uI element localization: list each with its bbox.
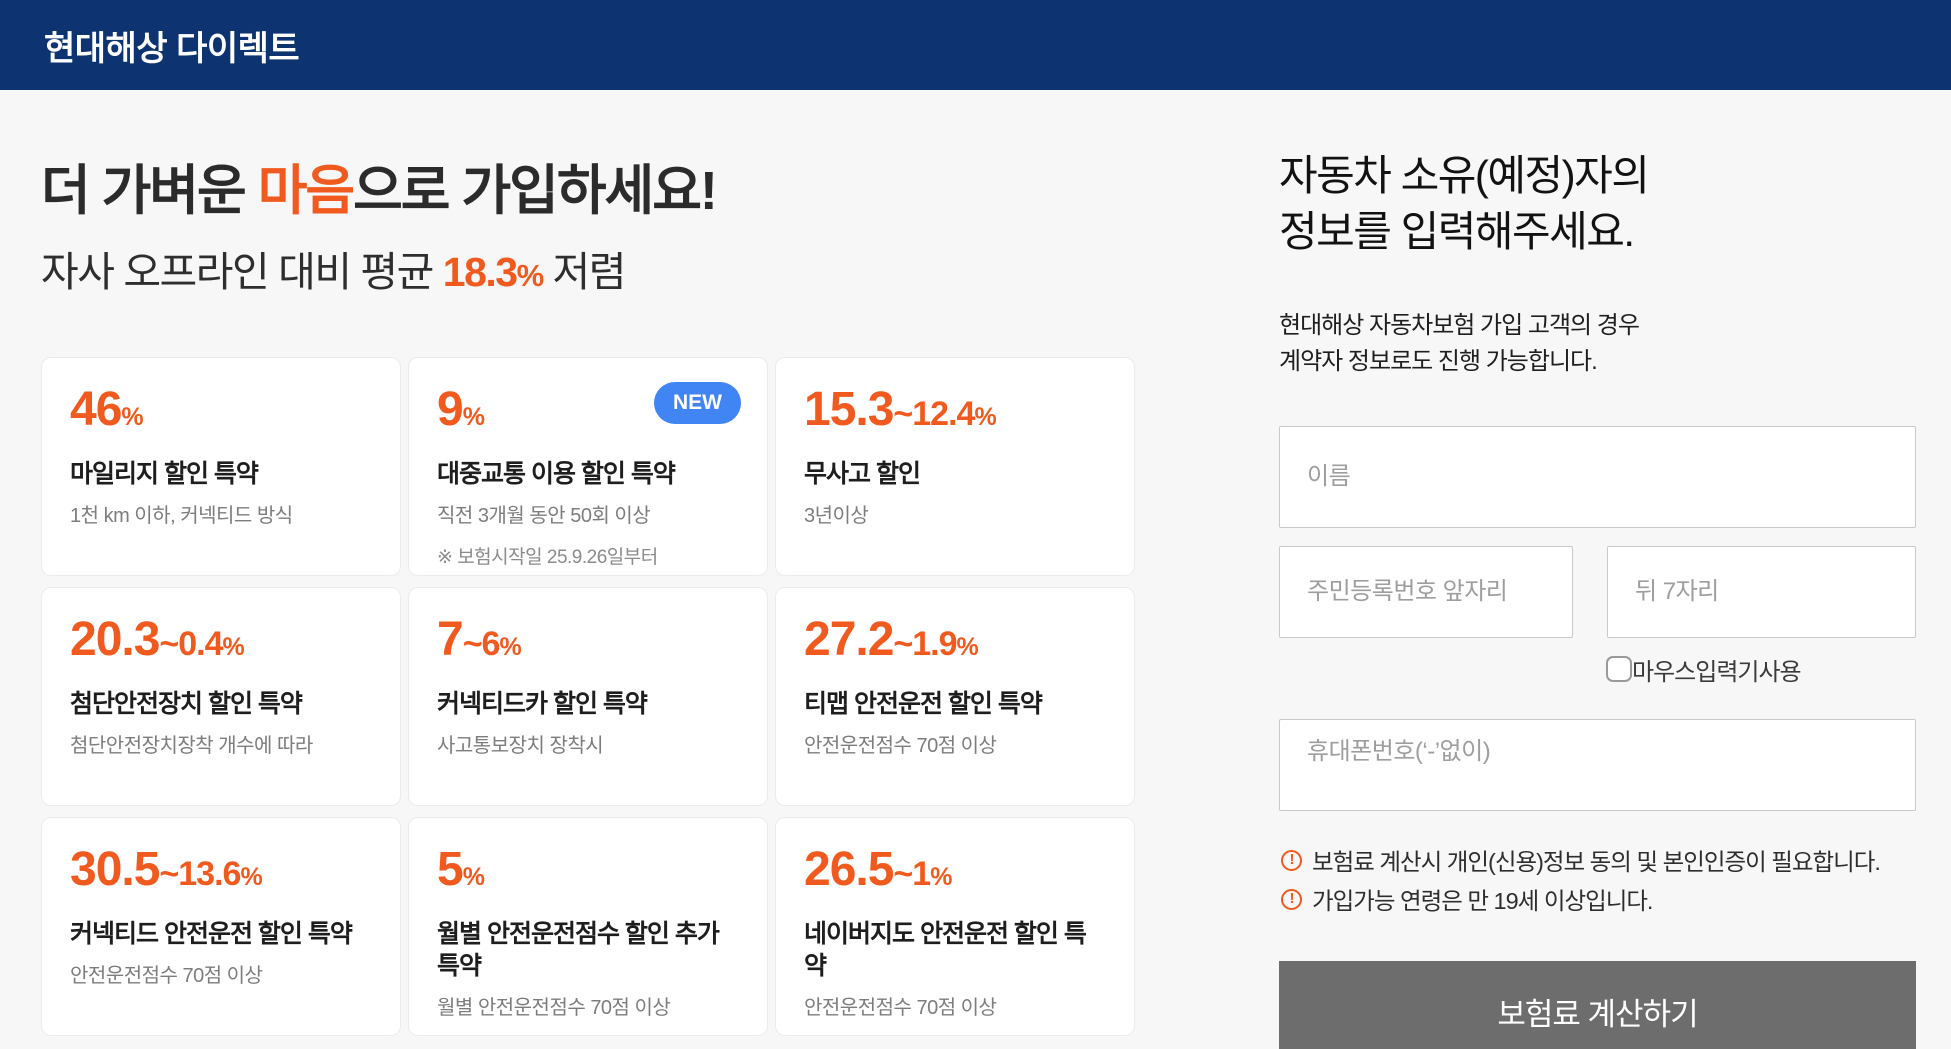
- notice-text: 보험료 계산시 개인(신용)정보 동의 및 본인인증이 필요합니다.: [1312, 848, 1881, 875]
- mouse-input-label: 마우스입력기사용: [1632, 658, 1802, 686]
- name-input[interactable]: [1279, 425, 1916, 528]
- discount-title: 마일리지 할인 특약: [70, 460, 259, 489]
- discount-desc: 안전운전점수 70점 이상: [804, 997, 997, 1020]
- discount-rate: 5%: [437, 844, 739, 896]
- calculate-premium-button[interactable]: 보험료 계산하기: [1279, 960, 1916, 1049]
- hero-title-highlight: 마음: [257, 161, 355, 221]
- discount-desc: 월별 안전운전점수 70점 이상: [437, 997, 671, 1020]
- notice-text: 가입가능 연령은 만 19세 이상입니다.: [1312, 887, 1653, 914]
- percent-sign: %: [462, 403, 485, 432]
- phone-input[interactable]: [1279, 718, 1916, 811]
- percent-sign: %: [222, 633, 245, 662]
- percent-sign: %: [499, 633, 521, 662]
- form-subtitle-line2: 계약자 정보로도 진행 가능합니다.: [1279, 347, 1598, 375]
- form-title: 자동차 소유(예정)자의 정보를 입력해주세요.: [1279, 148, 1916, 260]
- discount-card: 9% NEW 대중교통 이용 할인 특약 직전 3개월 동안 50회 이상 ※ 보험시작…: [408, 357, 768, 577]
- discount-rate-number: 30.5: [70, 843, 160, 897]
- discount-rate: 9%: [437, 384, 739, 436]
- discount-title: 첨단안전장치 할인 특약: [70, 690, 303, 719]
- discount-rate-range: ~1: [893, 855, 931, 894]
- discount-rate-number: 9: [437, 383, 464, 437]
- discount-rate-number: 26.5: [804, 843, 894, 897]
- percent-sign: %: [974, 403, 996, 432]
- discount-title: 커넥티드카 할인 특약: [437, 690, 648, 719]
- form-subtitle: 현대해상 자동차보험 가입 고객의 경우 계약자 정보로도 진행 가능합니다.: [1279, 308, 1916, 380]
- discount-desc: 안전운전점수 70점 이상: [70, 965, 263, 988]
- hero-subtitle-pre: 자사 오프라인 대비 평균: [41, 249, 443, 296]
- hero-subtitle: 자사 오프라인 대비 평균 18.3% 저렴: [41, 246, 1141, 299]
- discount-desc: 사고통보장치 장착시: [437, 735, 604, 758]
- discount-rate: 27.2~1.9%: [804, 614, 1106, 666]
- notice-item: 보험료 계산시 개인(신용)정보 동의 및 본인인증이 필요합니다.: [1279, 847, 1916, 878]
- discount-rate-number: 20.3: [70, 613, 160, 667]
- discount-rate: 20.3~0.4%: [70, 614, 372, 666]
- discount-rate-number: 46: [70, 383, 122, 437]
- discount-desc: 1천 km 이하, 커넥티드 방식: [70, 505, 293, 528]
- mouse-input-checkbox[interactable]: [1606, 656, 1632, 683]
- exclamation-icon: [1281, 888, 1302, 910]
- promo-section: 더 가벼운 마음으로 가입하세요! 자사 오프라인 대비 평균 18.3% 저렴…: [41, 90, 1141, 1037]
- exclamation-icon: [1281, 849, 1302, 871]
- discount-rate-number: 7: [437, 613, 464, 667]
- percent-sign: %: [956, 633, 979, 662]
- discount-rate-range: ~6: [462, 625, 501, 664]
- discount-rate: 46%: [70, 384, 372, 436]
- rrn-front-input[interactable]: [1279, 545, 1573, 638]
- discount-title: 티맵 안전운전 할인 특약: [804, 690, 1043, 719]
- discount-rate-number: 27.2: [804, 613, 894, 667]
- rrn-row: [1279, 545, 1916, 638]
- discount-rate: 30.5~13.6%: [70, 844, 372, 896]
- discount-desc: 첨단안전장치장착 개수에 따라: [70, 735, 313, 758]
- hero-title-pre: 더 가벼운: [41, 161, 258, 221]
- discount-rate-number: 5: [437, 843, 464, 897]
- discount-rate: 26.5~1%: [804, 844, 1106, 896]
- discount-title: 무사고 할인: [804, 460, 921, 489]
- discount-rate-range: ~12.4: [893, 395, 975, 434]
- discount-desc: 직전 3개월 동안 50회 이상: [437, 505, 651, 528]
- form-title-line2: 정보를 입력해주세요.: [1279, 207, 1635, 255]
- discount-rate-range: ~0.4: [159, 625, 223, 664]
- discount-title: 월별 안전운전점수 할인 추가 특약: [437, 920, 720, 981]
- form-title-line1: 자동차 소유(예정)자의: [1279, 152, 1650, 199]
- hero-subtitle-percent: %: [516, 258, 545, 294]
- new-badge: NEW: [654, 382, 741, 425]
- discount-title: 네이버지도 안전운전 할인 특약: [804, 920, 1087, 981]
- discount-rate-range: ~1.9: [893, 625, 957, 664]
- percent-sign: %: [462, 863, 485, 892]
- form-subtitle-line1: 현대해상 자동차보험 가입 고객의 경우: [1279, 311, 1640, 339]
- discount-rate: 15.3~12.4%: [804, 384, 1106, 436]
- discount-rate-number: 15.3: [804, 383, 894, 437]
- discount-cards-grid: 46% 마일리지 할인 특약 1천 km 이하, 커넥티드 방식 9% NEW 대중교통 …: [41, 357, 1141, 1037]
- discount-rate: 7~6%: [437, 614, 739, 666]
- discount-title: 커넥티드 안전운전 할인 특약: [70, 920, 353, 949]
- rrn-back-input[interactable]: [1607, 545, 1916, 638]
- notice-item: 가입가능 연령은 만 19세 이상입니다.: [1279, 886, 1916, 917]
- percent-sign: %: [240, 863, 262, 892]
- discount-desc: 3년이상: [804, 505, 869, 528]
- brand-logo[interactable]: 현대해상 다이렉트: [44, 29, 300, 68]
- discount-title: 대중교통 이용 할인 특약: [437, 460, 676, 489]
- percent-sign: %: [121, 403, 143, 432]
- percent-sign: %: [930, 863, 952, 892]
- discount-card: 46% 마일리지 할인 특약 1천 km 이하, 커넥티드 방식: [41, 357, 401, 577]
- notice-list: 보험료 계산시 개인(신용)정보 동의 및 본인인증이 필요합니다. 가입가능 연…: [1279, 847, 1916, 917]
- hero-title-post: 으로 가입하세요!: [353, 161, 718, 221]
- hero-subtitle-post: 저렴: [542, 249, 627, 296]
- discount-note: ※ 보험시작일 25.9.26일부터: [437, 547, 658, 569]
- hero-title: 더 가벼운 마음으로 가입하세요!: [41, 156, 1141, 226]
- app-header: 현대해상 다이렉트: [0, 0, 1951, 90]
- discount-card: 15.3~12.4% 무사고 할인 3년이상: [775, 357, 1135, 577]
- hero-subtitle-highlight: 18.3: [442, 249, 518, 296]
- owner-info-form: 자동차 소유(예정)자의 정보를 입력해주세요. 현대해상 자동차보험 가입 고…: [1279, 90, 1916, 1049]
- mouse-input-row: 마우스입력기사용: [1606, 652, 1916, 687]
- discount-desc: 안전운전점수 70점 이상: [804, 735, 997, 758]
- discount-rate-range: ~13.6: [159, 855, 241, 894]
